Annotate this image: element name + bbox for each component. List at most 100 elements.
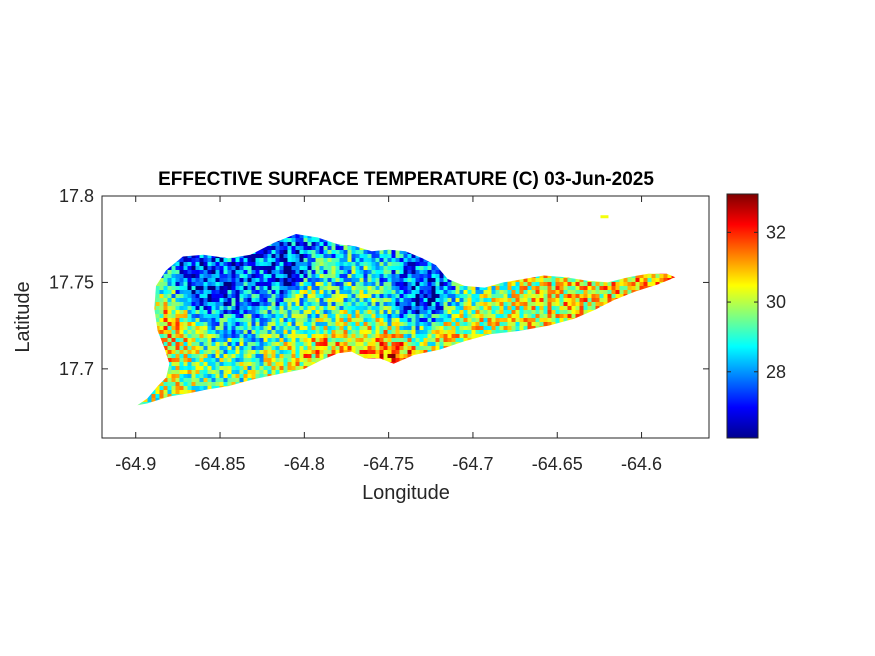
heatmap-cell	[231, 317, 236, 322]
heatmap-cell	[375, 353, 380, 358]
heatmap-cell	[183, 317, 188, 322]
heatmap-cell	[459, 317, 464, 322]
heatmap-cell	[215, 357, 220, 362]
heatmap-cell	[307, 301, 312, 306]
heatmap-cell	[375, 249, 380, 254]
heatmap-cell	[235, 293, 240, 298]
heatmap-cell	[323, 345, 328, 350]
heatmap-cell	[515, 309, 520, 314]
heatmap-cell	[191, 289, 196, 294]
heatmap-cell	[239, 261, 244, 266]
heatmap-cell	[255, 277, 260, 282]
heatmap-cell	[231, 329, 236, 334]
heatmap-cell	[235, 261, 240, 266]
heatmap-cell	[423, 289, 428, 294]
heatmap-cell	[175, 293, 180, 298]
heatmap-cell	[295, 317, 300, 322]
heatmap-cell	[283, 357, 288, 362]
heatmap-cell	[459, 337, 464, 342]
heatmap-cell	[579, 285, 584, 290]
heatmap-cell	[391, 261, 396, 266]
heatmap-cell	[391, 257, 396, 262]
heatmap-cell	[203, 281, 208, 286]
heatmap-cell	[243, 317, 248, 322]
heatmap-cell	[351, 333, 356, 338]
heatmap-cell	[531, 289, 536, 294]
heatmap-cell	[215, 273, 220, 278]
heatmap-cell	[187, 309, 192, 314]
heatmap-cell	[195, 353, 200, 358]
heatmap-cell	[319, 265, 324, 270]
heatmap-cell	[427, 337, 432, 342]
heatmap-cell	[603, 281, 608, 286]
heatmap-cell	[283, 313, 288, 318]
heatmap-cell	[375, 313, 380, 318]
heatmap-cell	[411, 349, 416, 354]
heatmap-cell	[319, 245, 324, 250]
heatmap-cell	[571, 313, 576, 318]
heatmap-cell	[323, 269, 328, 274]
heatmap-cell	[175, 277, 180, 282]
heatmap-cell	[439, 333, 444, 338]
heatmap-cell	[435, 333, 440, 338]
heatmap-cell	[427, 313, 432, 318]
heatmap-cell	[415, 297, 420, 302]
heatmap-cell	[459, 293, 464, 298]
heatmap-cell	[183, 301, 188, 306]
heatmap-cell	[179, 321, 184, 326]
heatmap-cell	[591, 285, 596, 290]
heatmap-cell	[315, 333, 320, 338]
heatmap-cell	[523, 285, 528, 290]
heatmap-cell	[523, 281, 528, 286]
heatmap-cell	[435, 321, 440, 326]
heatmap-cell	[447, 329, 452, 334]
heatmap-cell	[287, 321, 292, 326]
heatmap-cell	[403, 277, 408, 282]
heatmap-cell	[439, 281, 444, 286]
heatmap-cell	[395, 325, 400, 330]
heatmap-cell	[191, 345, 196, 350]
heatmap-cell	[467, 293, 472, 298]
heatmap-cell	[335, 333, 340, 338]
heatmap-cell	[179, 309, 184, 314]
heatmap-cell	[263, 257, 268, 262]
heatmap-cell	[239, 289, 244, 294]
heatmap-cell	[351, 341, 356, 346]
heatmap-cell	[551, 281, 556, 286]
heatmap-cell	[387, 321, 392, 326]
heatmap-cell	[315, 341, 320, 346]
heatmap-cell	[287, 341, 292, 346]
heatmap-cell	[175, 261, 180, 266]
heatmap-cell	[531, 285, 536, 290]
heatmap-cell	[527, 309, 532, 314]
heatmap-cell	[215, 285, 220, 290]
heatmap-cell	[243, 361, 248, 366]
heatmap-cell	[519, 277, 524, 282]
heatmap-cell	[239, 273, 244, 278]
heatmap-cell	[467, 301, 472, 306]
heatmap-cell	[371, 329, 376, 334]
heatmap-cell	[255, 289, 260, 294]
heatmap-cell	[323, 337, 328, 342]
heatmap-cell	[291, 305, 296, 310]
heatmap-cell	[167, 321, 172, 326]
heatmap-cell	[327, 277, 332, 282]
heatmap-cell	[239, 309, 244, 314]
heatmap-cell	[195, 289, 200, 294]
heatmap-cell	[191, 273, 196, 278]
heatmap-cell	[295, 281, 300, 286]
heatmap-cell	[207, 285, 212, 290]
heatmap-cell	[475, 293, 480, 298]
heatmap-cell	[339, 249, 344, 254]
heatmap-cell	[403, 333, 408, 338]
heatmap-cell	[263, 333, 268, 338]
heatmap-cell	[331, 297, 336, 302]
heatmap-cell	[399, 345, 404, 350]
heatmap-cell	[363, 313, 368, 318]
heatmap-cell	[371, 305, 376, 310]
heatmap-cell	[311, 245, 316, 250]
heatmap-cell	[267, 361, 272, 366]
heatmap-cell	[167, 281, 172, 286]
heatmap-cell	[511, 289, 516, 294]
heatmap-cell	[199, 317, 204, 322]
